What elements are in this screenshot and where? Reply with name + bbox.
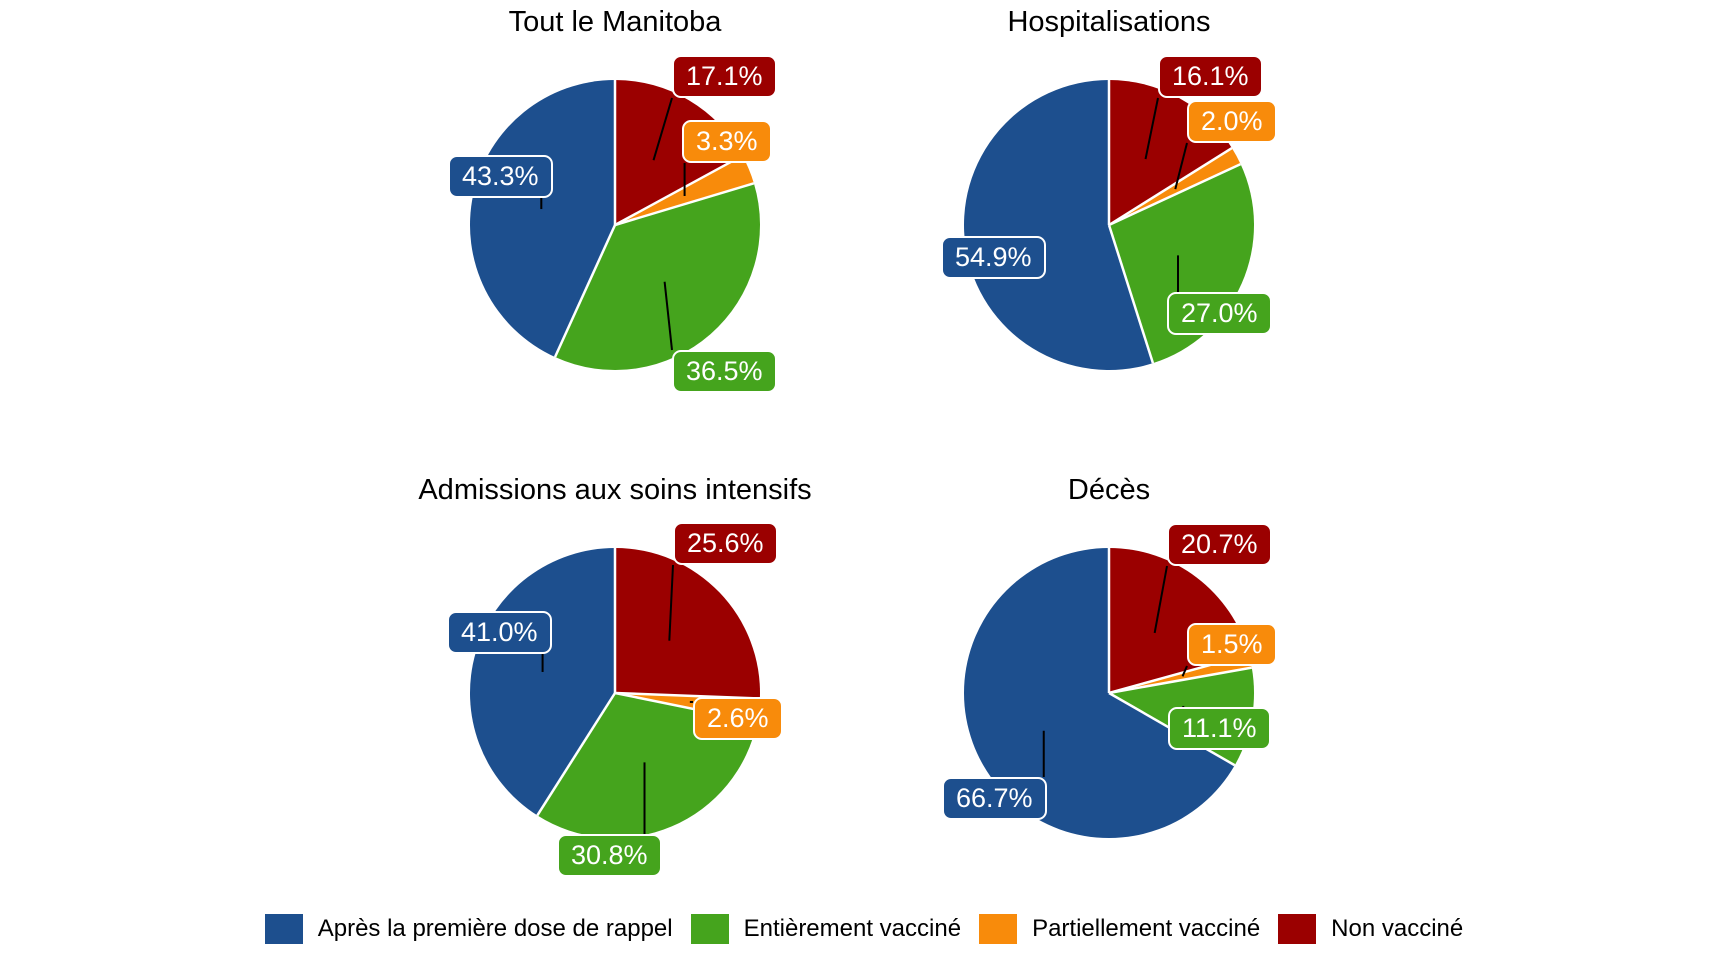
slice-divider: [614, 182, 755, 227]
pie-label-partiellement-vaccine: 3.3%: [682, 120, 772, 164]
pie-label-entierement-vaccine: 36.5%: [672, 350, 777, 394]
slice-divider: [1108, 666, 1252, 695]
label-leader-line: [1181, 665, 1188, 677]
pie-slice: [964, 80, 1153, 370]
legend-item-non-vaccine: Non vacciné: [1278, 914, 1463, 944]
label-leader-line: [1144, 97, 1159, 160]
legend-swatch-green: [690, 914, 729, 944]
legend-label: Après la première dose de rappel: [317, 915, 673, 942]
legend-swatch-darkred: [1278, 914, 1317, 944]
pie-label-non-vaccine: 16.1%: [1158, 55, 1263, 99]
pie-label-partiellement-vaccine: 2.6%: [693, 697, 783, 741]
pie-svg: [470, 548, 760, 838]
pie-svg: [964, 548, 1254, 838]
legend-label: Partiellement vacciné: [1032, 915, 1261, 942]
slice-divider: [553, 224, 617, 358]
label-leader-line: [1153, 565, 1168, 634]
pie-label-entierement-vaccine: 27.0%: [1167, 292, 1272, 336]
pie-label-entierement-vaccine: 30.8%: [557, 834, 662, 878]
legend-label: Entièrement vacciné: [743, 915, 962, 942]
chart-title: Hospitalisations: [1007, 6, 1211, 38]
pie-svg: [964, 80, 1254, 370]
pie-chart-hospitalisations: Hospitalisations 16.1% 2.0% 27.0% 54.9%: [874, 0, 1344, 420]
pie-label-partiellement-vaccine: 2.0%: [1187, 100, 1277, 144]
pie-label-rappel: 66.7%: [942, 777, 1047, 821]
pie-slice: [615, 80, 743, 225]
label-leader-line: [668, 564, 674, 641]
chart-title: Admissions aux soins intensifs: [418, 474, 812, 506]
legend-swatch-orange: [979, 914, 1018, 944]
label-leader-line: [652, 97, 673, 161]
pie-label-non-vaccine: 20.7%: [1167, 523, 1272, 567]
pie-svg: [470, 80, 760, 370]
chart-title: Décès: [1067, 474, 1151, 506]
legend-swatch-blue: [264, 914, 303, 944]
slice-divider: [536, 692, 617, 817]
slice-divider: [1107, 224, 1155, 364]
pie-chart-tout-le-manitoba: Tout le Manitoba 17.1% 3.3% 36.5% 43.3%: [380, 0, 850, 420]
pie-chart-admissions-soins-intensifs: Admissions aux soins intensifs 25.6% 2.6…: [380, 468, 850, 888]
legend: Après la première dose de rappel Entière…: [0, 914, 1728, 944]
pie-label-entierement-vaccine: 11.1%: [1168, 707, 1271, 751]
slice-divider: [614, 154, 743, 227]
pie-slice: [615, 548, 760, 699]
pie-label-non-vaccine: 17.1%: [672, 55, 777, 99]
legend-label: Non vacciné: [1331, 915, 1464, 942]
pie-label-rappel: 43.3%: [448, 155, 553, 199]
pie-slice: [964, 548, 1235, 838]
pie-slice: [555, 183, 760, 370]
pie-chart-deces: Décès 20.7% 1.5% 11.1% 66.7%: [874, 468, 1344, 888]
pie-slice: [470, 80, 615, 358]
legend-item-entierement-vaccine: Entièrement vacciné: [690, 914, 962, 944]
legend-item-partiellement-vaccine: Partiellement vacciné: [979, 914, 1260, 944]
slice-divider: [1108, 162, 1242, 227]
pie-label-rappel: 41.0%: [447, 611, 552, 655]
pie-label-partiellement-vaccine: 1.5%: [1187, 623, 1277, 667]
pie-label-rappel: 54.9%: [941, 236, 1046, 280]
pie-label-non-vaccine: 25.6%: [673, 522, 778, 566]
slice-divider: [1108, 147, 1233, 227]
chart-title: Tout le Manitoba: [508, 6, 722, 38]
legend-item-rappel: Après la première dose de rappel: [264, 914, 673, 944]
label-leader-line: [663, 281, 673, 351]
label-leader-line: [1174, 142, 1188, 190]
